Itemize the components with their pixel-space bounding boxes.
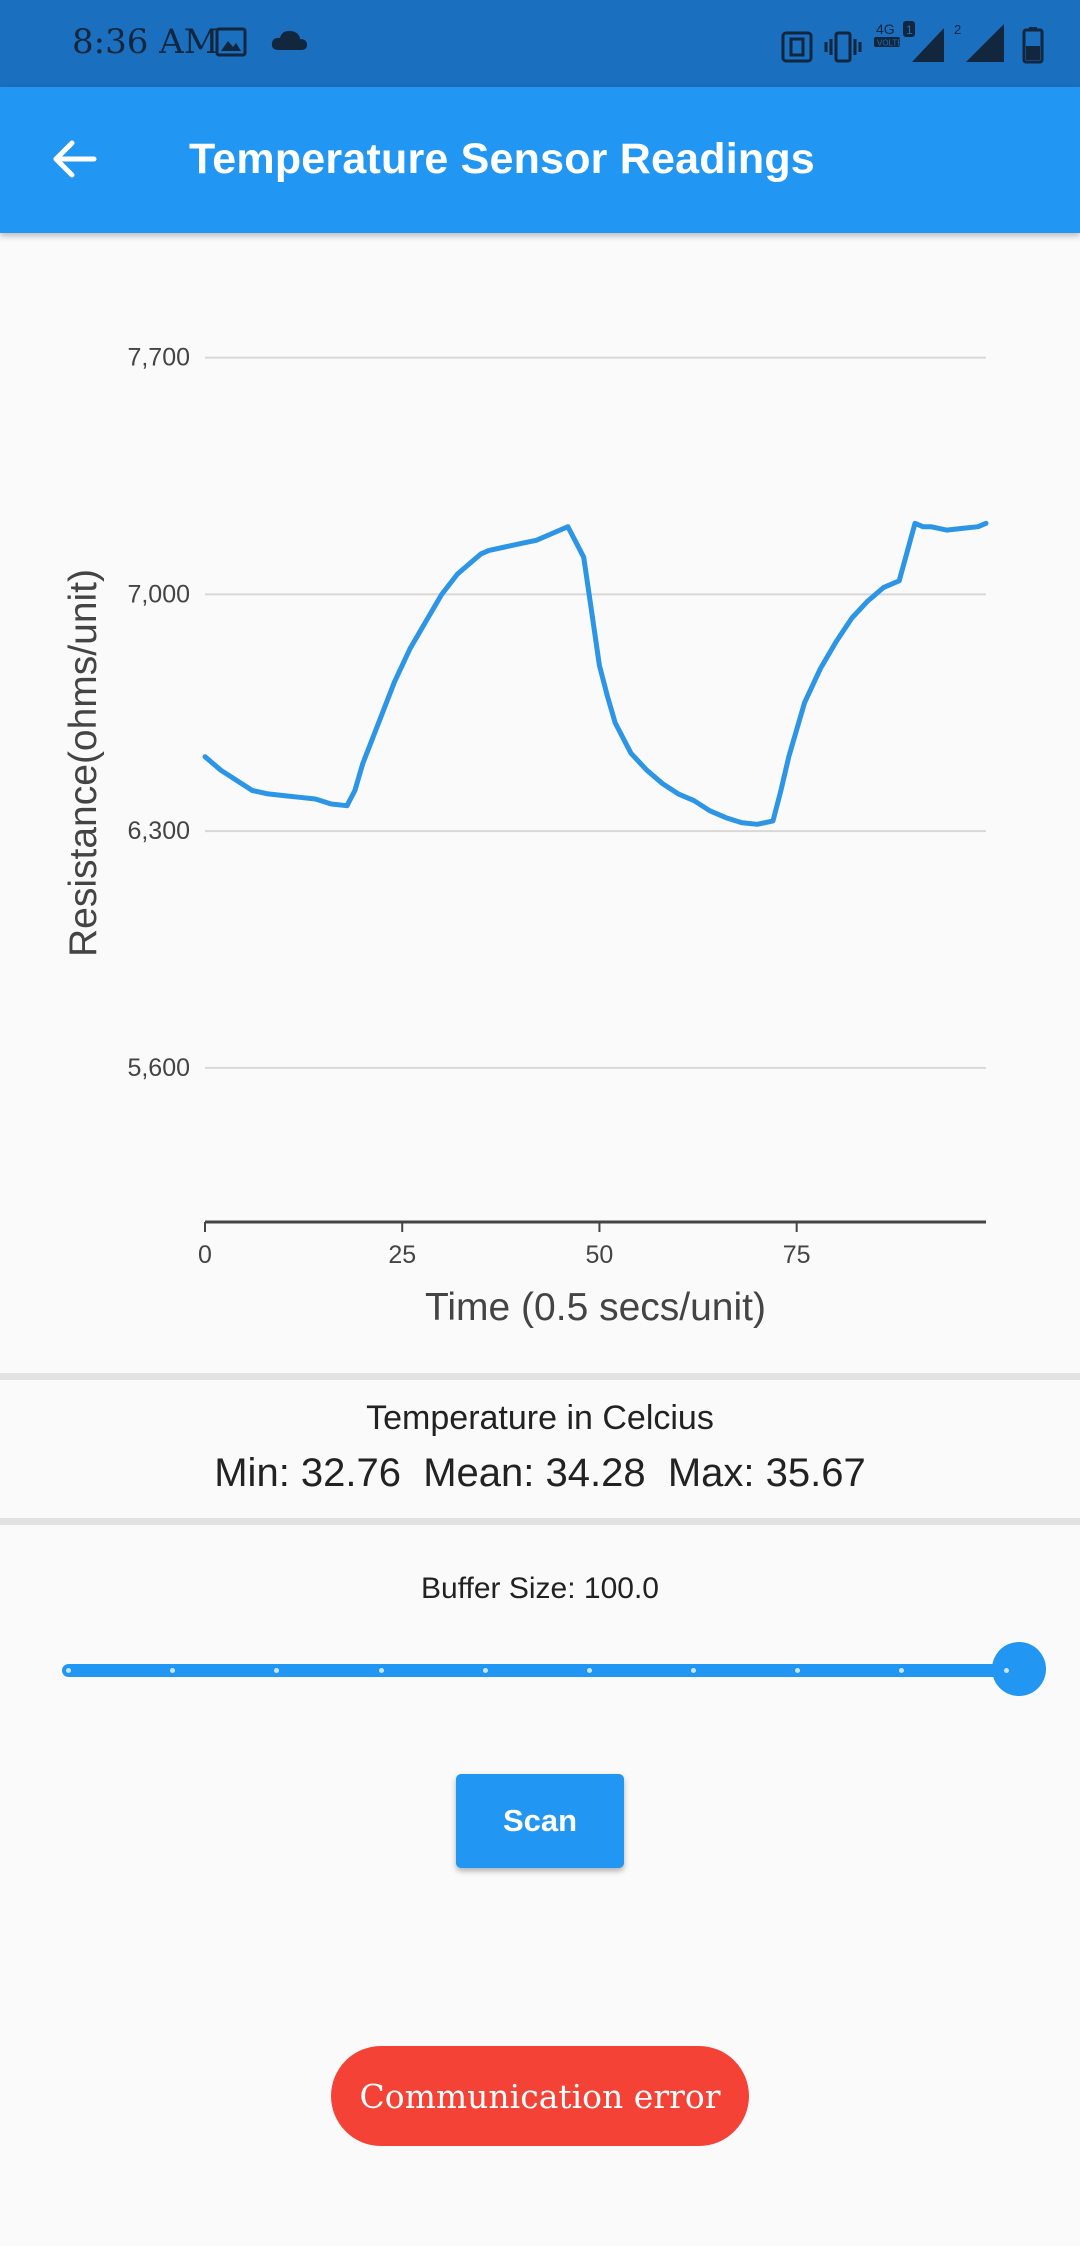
image-icon <box>215 26 247 63</box>
x-axis-title: Time (0.5 secs/unit) <box>425 1286 766 1329</box>
divider-top <box>0 1373 1080 1380</box>
slider-tick <box>586 1668 592 1673</box>
y-tick-label: 6,300 <box>127 817 190 845</box>
divider-bottom <box>0 1518 1080 1525</box>
back-button[interactable] <box>38 125 110 197</box>
scan-button[interactable]: Scan <box>456 1774 624 1868</box>
cloud-icon <box>269 26 309 63</box>
svg-text:1: 1 <box>906 23 913 37</box>
slider-tick <box>691 1668 697 1673</box>
buffer-size-label: Buffer Size: 100.0 <box>421 1572 659 1605</box>
series-line <box>202 520 989 827</box>
x-tick-label: 75 <box>783 1241 811 1269</box>
slider-tick <box>66 1668 71 1673</box>
status-time: 8:36 AM <box>72 22 219 62</box>
status-left-icons <box>215 26 309 63</box>
slider-tick <box>1003 1668 1009 1673</box>
nfc-icon <box>780 30 814 69</box>
slider-tick <box>482 1668 488 1673</box>
buffer-size-slider[interactable] <box>62 1641 1046 1699</box>
temperature-title: Temperature in Celcius <box>366 1399 714 1437</box>
status-right-icons: 4G VOLTE 1 2 <box>780 20 1044 69</box>
x-tick-label: 0 <box>198 1241 212 1269</box>
svg-text:VOLTE: VOLTE <box>877 39 903 48</box>
slider-tick <box>378 1668 384 1673</box>
y-tick-label: 5,600 <box>127 1054 190 1082</box>
error-toast: Communication error <box>331 2046 749 2146</box>
slider-tick <box>274 1668 280 1673</box>
y-axis-title: Resistance(ohms/unit) <box>62 569 105 957</box>
vibrate-icon <box>824 30 862 69</box>
x-tick-label: 25 <box>388 1241 416 1269</box>
arrow-back-icon <box>50 135 98 188</box>
battery-icon <box>1022 26 1044 69</box>
slider-track[interactable] <box>62 1664 1018 1677</box>
y-tick-label: 7,700 <box>127 344 190 372</box>
status-bar: 8:36 AM <box>0 0 1080 87</box>
x-tick-label: 50 <box>586 1241 614 1269</box>
resistance-chart: 5,600 6,300 7,000 7,700 0 25 50 75 Time (0.5 sec… <box>0 233 1080 1373</box>
slider-tick <box>899 1668 905 1673</box>
page-title: Temperature Sensor Readings <box>189 135 815 183</box>
slider-tick <box>170 1668 176 1673</box>
app-bar: Temperature Sensor Readings <box>0 87 1080 233</box>
slider-thumb[interactable] <box>992 1642 1046 1696</box>
signal-icon: 4G VOLTE 1 2 <box>872 20 1012 69</box>
y-tick-label: 7,000 <box>127 580 190 608</box>
svg-text:2: 2 <box>954 22 961 37</box>
temperature-stats: Min: 32.76 Mean: 34.28 Max: 35.67 <box>214 1451 866 1495</box>
svg-text:4G: 4G <box>876 21 895 37</box>
chart-svg: 5,600 6,300 7,000 7,700 0 25 50 75 Time (0.5 sec… <box>62 344 989 1329</box>
slider-tick <box>795 1668 801 1673</box>
